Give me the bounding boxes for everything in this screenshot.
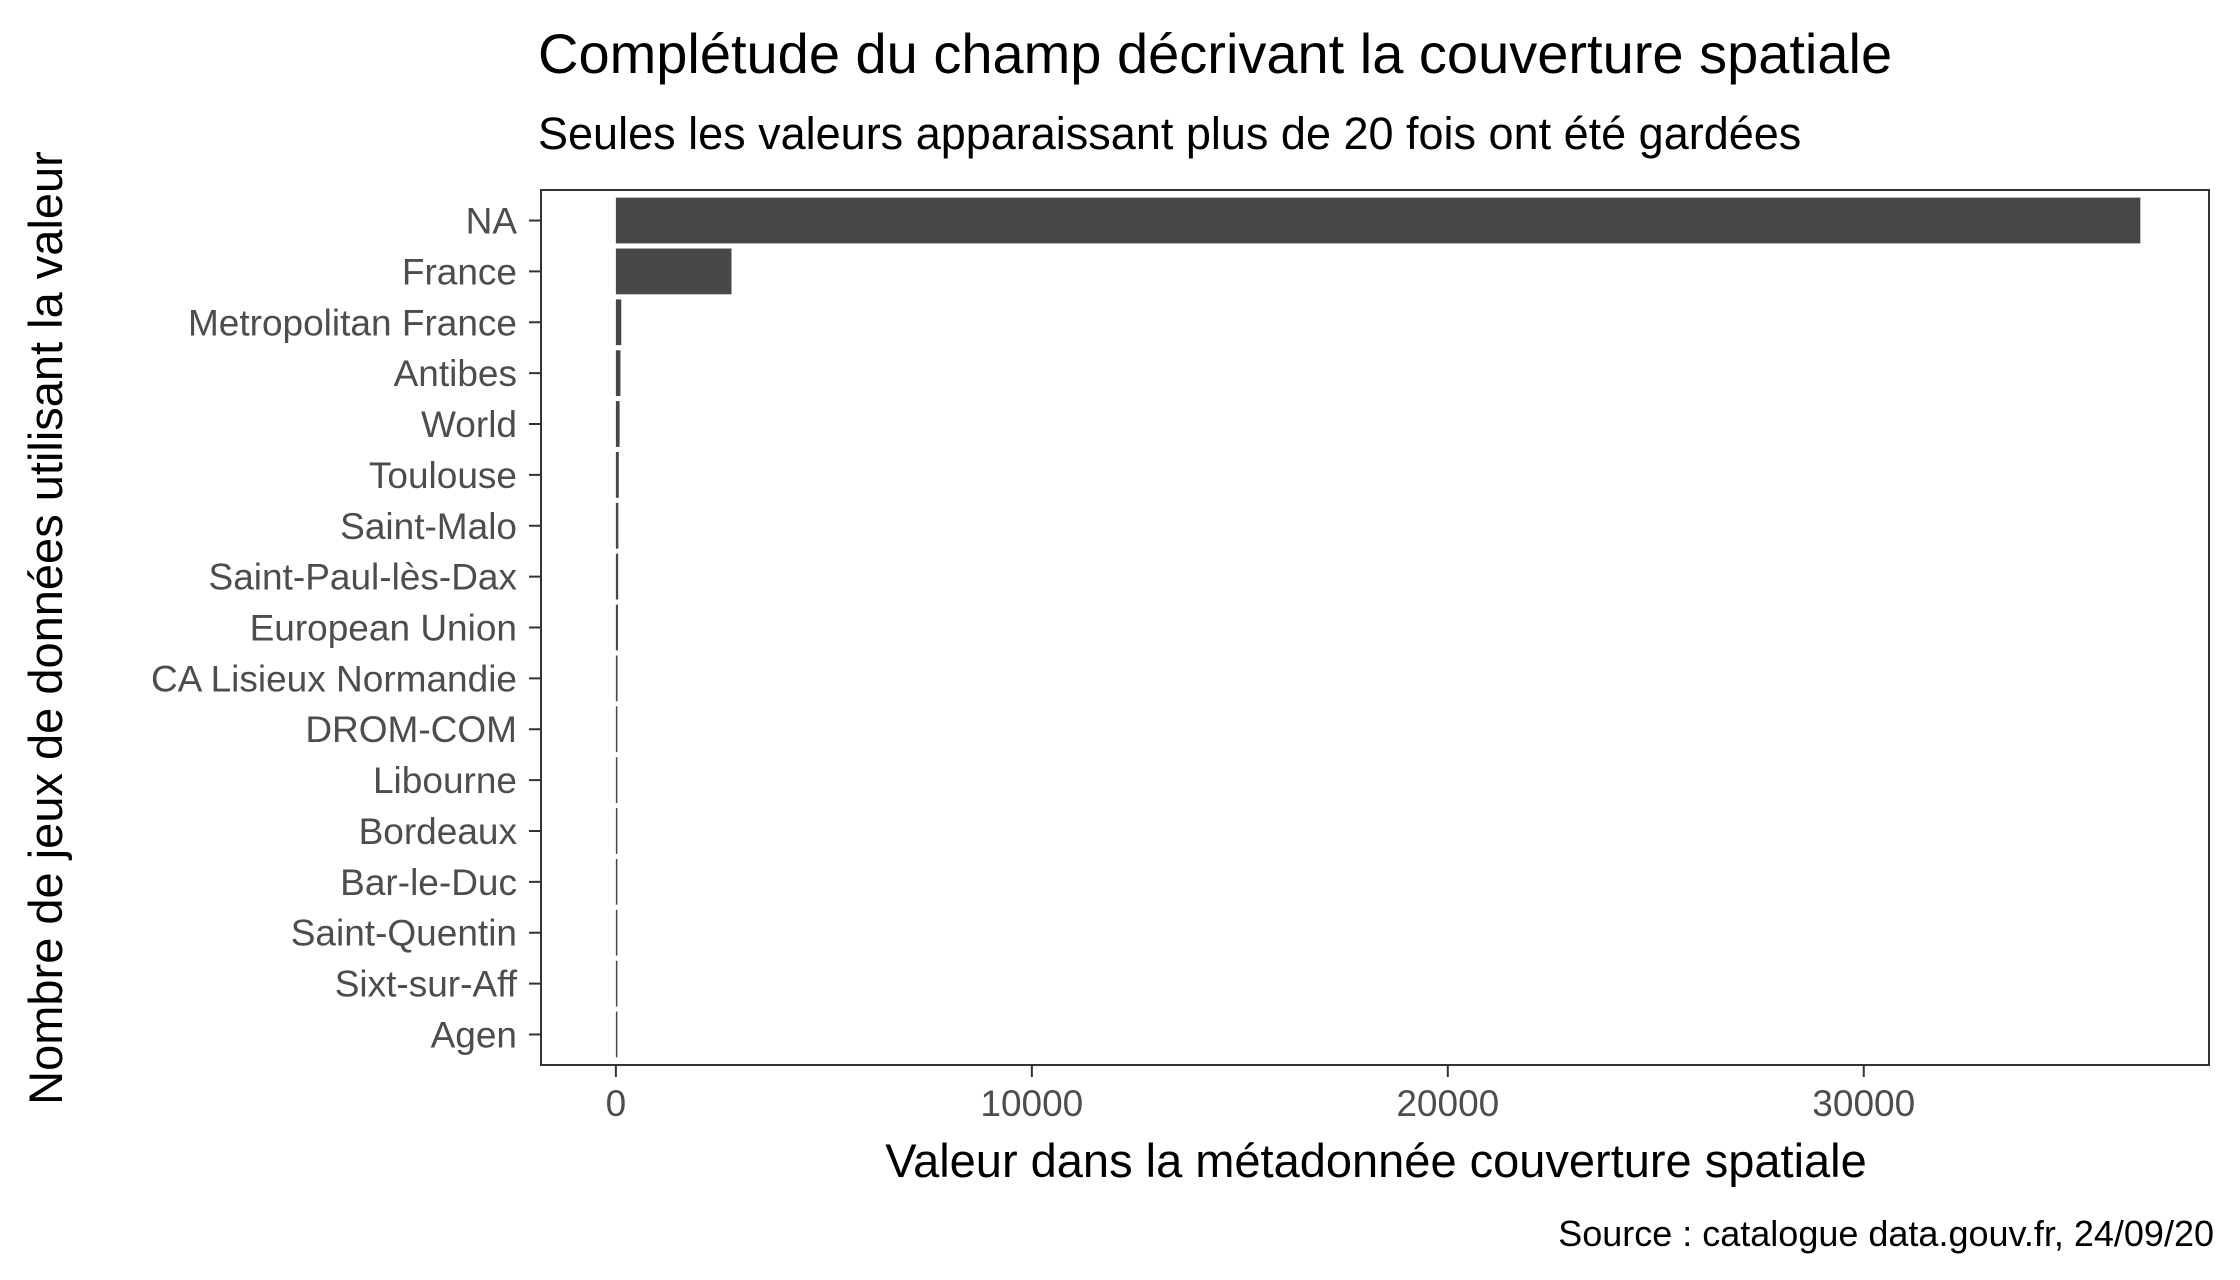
bar	[615, 248, 732, 295]
bars	[615, 197, 2141, 1058]
y-tick-label: Libourne	[373, 760, 517, 801]
x-tick-label: 20000	[1396, 1083, 1499, 1124]
chart-title: Complétude du champ décrivant la couvert…	[538, 22, 1892, 85]
chart-subtitle: Seules les valeurs apparaissant plus de …	[538, 108, 1801, 159]
x-tick-label: 30000	[1812, 1083, 1915, 1124]
x-tick-label: 10000	[980, 1083, 1083, 1124]
bar	[615, 706, 618, 753]
x-axis-title: Valeur dans la métadonnée couverture spa…	[885, 1134, 1867, 1187]
y-tick-label: DROM-COM	[305, 709, 517, 750]
y-tick-label: Agen	[431, 1014, 517, 1055]
bar	[615, 197, 2141, 244]
bar	[615, 401, 620, 447]
bar	[615, 1011, 618, 1058]
bar	[615, 960, 618, 1007]
y-tick-label: Antibes	[394, 353, 517, 394]
bar	[615, 858, 618, 905]
y-tick-label: Toulouse	[369, 455, 517, 496]
y-tick-label: Bar-le-Duc	[340, 862, 517, 903]
y-tick-label: Sixt-sur-Aff	[335, 964, 518, 1005]
y-tick-label: NA	[466, 201, 518, 242]
y-tick-label: European Union	[250, 608, 517, 649]
y-tick-label: Metropolitan France	[188, 302, 517, 343]
bar	[615, 655, 618, 702]
bar	[615, 757, 618, 804]
y-tick-label: World	[421, 404, 517, 445]
y-tick-label: Saint-Malo	[340, 506, 517, 547]
chart-caption: Source : catalogue data.gouv.fr, 24/09/2…	[1558, 1213, 2214, 1254]
y-tick-label: Saint-Paul-lès-Dax	[209, 557, 518, 598]
bar	[615, 299, 622, 346]
y-axis-title: Nombre de jeux de données utilisant la v…	[19, 151, 72, 1105]
y-tick-label: Bordeaux	[359, 811, 518, 852]
bar	[615, 808, 618, 854]
bar	[615, 502, 619, 549]
bar	[615, 451, 619, 498]
bar	[615, 909, 618, 956]
plot-panel	[540, 189, 2210, 1066]
bar	[615, 350, 621, 397]
y-tick-label: CA Lisieux Normandie	[151, 658, 517, 699]
bar	[615, 553, 619, 600]
y-tick-label: France	[402, 251, 517, 292]
y-tick-label: Saint-Quentin	[291, 913, 517, 954]
x-axis: 0 10000 20000 30000	[606, 1065, 1915, 1124]
bar	[615, 604, 618, 651]
y-axis: NA France Metropolitan France Antibes World T…	[151, 201, 541, 1055]
x-tick-label: 0	[606, 1083, 627, 1124]
